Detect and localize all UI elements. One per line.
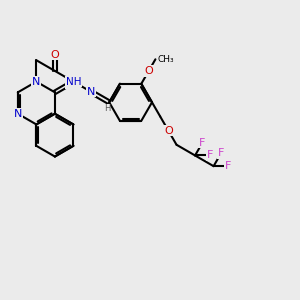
Text: F: F xyxy=(207,151,213,160)
Text: F: F xyxy=(225,161,232,171)
Text: N: N xyxy=(86,87,95,97)
Text: F: F xyxy=(218,148,224,158)
Text: N: N xyxy=(14,109,22,119)
Text: F: F xyxy=(199,138,206,148)
Text: O: O xyxy=(144,66,153,76)
Text: CH₃: CH₃ xyxy=(158,55,174,64)
Text: O: O xyxy=(66,78,75,88)
Text: O: O xyxy=(164,126,173,136)
Text: H: H xyxy=(103,104,110,113)
Text: O: O xyxy=(50,50,59,60)
Text: N: N xyxy=(32,76,41,87)
Text: NH: NH xyxy=(66,76,81,87)
